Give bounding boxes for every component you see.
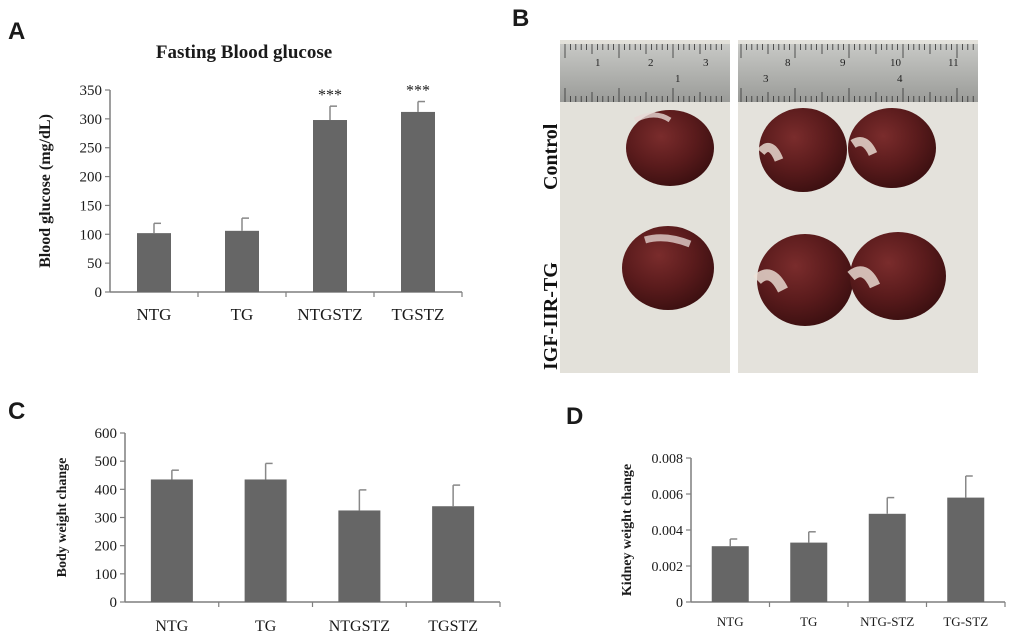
chart-title: Fasting Blood glucose: [156, 42, 332, 63]
ruler-right-ticks: [740, 44, 974, 102]
y-tick-label: 0.002: [652, 560, 684, 575]
y-tick-label: 250: [80, 141, 103, 157]
y-tick-label: 400: [95, 482, 118, 498]
bar: [711, 546, 749, 602]
x-tick-label: TGSTZ: [428, 618, 478, 635]
y-tick-label: 0.008: [652, 452, 684, 467]
bar: [432, 506, 475, 602]
bar: [338, 510, 381, 602]
ruler-left-number: 3: [703, 57, 709, 69]
kidney-control-right-1: [759, 108, 847, 192]
bar: [313, 120, 347, 292]
y-tick-label: 200: [80, 170, 103, 186]
bar: [137, 233, 171, 292]
y-axis-title: Blood glucose (mg/dL): [37, 114, 54, 268]
ruler-left: [560, 44, 730, 102]
ruler-left-number: 2: [648, 57, 654, 69]
x-tick-label: NTG: [717, 614, 744, 629]
ruler-left-number: 1: [675, 73, 681, 85]
panel-label-a: A: [8, 18, 26, 45]
x-tick-label: NTG-STZ: [860, 614, 914, 629]
ruler-right: [738, 44, 978, 102]
kidney-tg-left: [622, 226, 714, 310]
bar: [150, 479, 193, 602]
y-tick-label: 300: [95, 511, 118, 527]
bar: [225, 230, 259, 292]
panel-label-d: D: [566, 403, 584, 430]
kidney-tg-right-1: [757, 234, 853, 326]
panel-label-b: B: [512, 5, 530, 32]
y-tick-label: 100: [80, 227, 103, 243]
ruler-right-number: 10: [890, 57, 902, 69]
ruler-left-ticks: [564, 44, 723, 102]
kidney-photo: 1 2 3 1 8 9 10 11 3 4 Control IGF-IIR-TG: [540, 40, 978, 373]
y-tick-label: 0.006: [652, 488, 684, 503]
ruler-left-number: 1: [595, 57, 601, 69]
y-tick-label: 500: [95, 454, 118, 470]
bar: [244, 479, 287, 602]
kidney-tg-right-2: [850, 232, 946, 320]
x-tick-label: TG: [800, 614, 817, 629]
ruler-right-number: 9: [840, 57, 846, 69]
x-tick-label: NTGSTZ: [329, 618, 390, 635]
bar: [947, 497, 985, 602]
kidney-control-right-2: [848, 108, 936, 188]
x-tick-label: NTGSTZ: [297, 305, 362, 324]
y-tick-label: 600: [95, 426, 118, 442]
y-tick-label: 0.004: [652, 524, 684, 539]
row-label-igf-iir-tg: IGF-IIR-TG: [540, 262, 562, 370]
y-tick-label: 50: [87, 256, 102, 272]
y-tick-label: 100: [95, 567, 118, 583]
significance-label: ***: [318, 87, 342, 104]
ruler-right-number: 8: [785, 57, 791, 69]
y-tick-label: 350: [80, 83, 103, 99]
y-tick-label: 200: [95, 539, 118, 555]
x-tick-label: NTG: [155, 618, 188, 635]
panel-label-c: C: [8, 398, 26, 425]
y-tick-label: 150: [80, 198, 103, 214]
ruler-right-number: 4: [897, 73, 903, 85]
row-label-control: Control: [540, 123, 562, 190]
ruler-right-number: 11: [948, 57, 959, 69]
significance-label: ***: [406, 83, 430, 100]
y-axis-title: Kidney weight change: [620, 464, 635, 596]
ruler-right-number: 3: [763, 73, 769, 85]
x-tick-label: TG-STZ: [943, 614, 988, 629]
kidney-control-left: [626, 110, 714, 186]
x-tick-label: TGSTZ: [392, 305, 445, 324]
x-tick-label: NTG: [137, 305, 172, 324]
y-tick-label: 300: [80, 112, 103, 128]
x-tick-label: TG: [255, 618, 277, 635]
bar: [790, 542, 828, 602]
x-tick-label: TG: [231, 305, 254, 324]
y-axis-title: Body weight change: [55, 458, 70, 578]
y-tick-label: 0: [676, 596, 683, 611]
bar: [868, 513, 906, 602]
y-tick-label: 0: [110, 595, 118, 611]
y-tick-label: 0: [95, 285, 103, 301]
bar: [401, 111, 435, 292]
